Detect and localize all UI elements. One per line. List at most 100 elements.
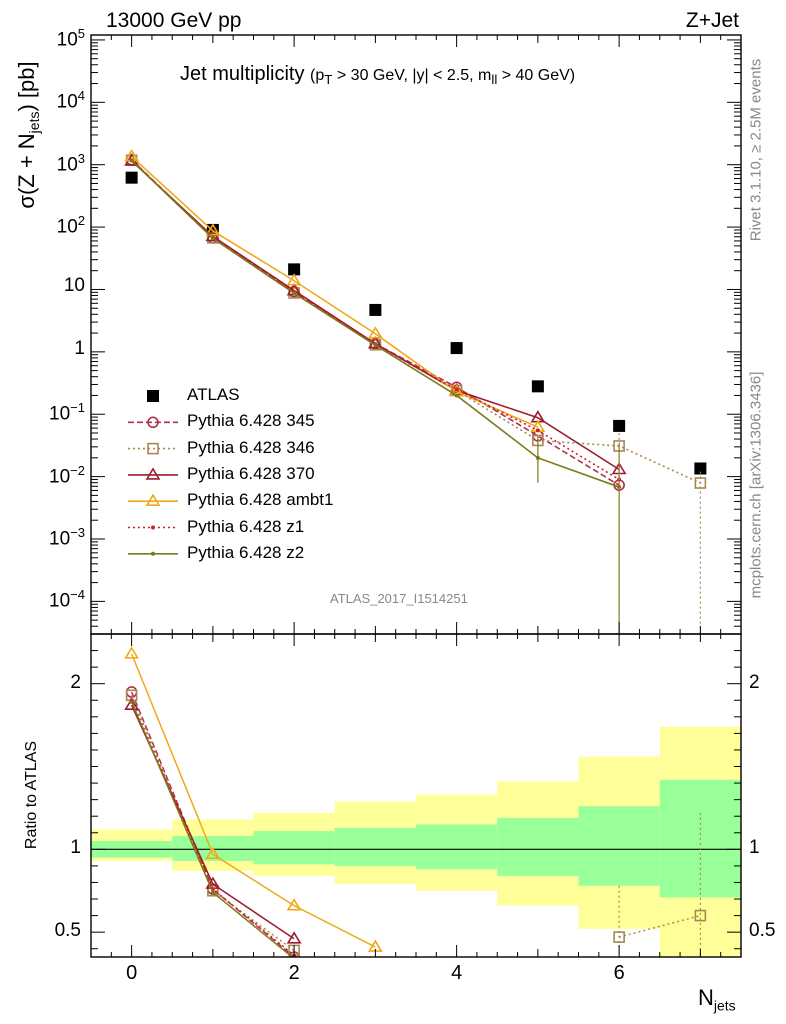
ratio-point	[129, 699, 134, 704]
tick-label: 105	[56, 25, 85, 51]
tick-label: 10−2	[49, 462, 85, 487]
axis-ticks	[90, 35, 742, 957]
tick-label: 10−4	[49, 587, 85, 612]
series-pythia-6-428-z1	[129, 158, 622, 482]
legend-marker	[147, 416, 159, 429]
data-point	[210, 236, 215, 241]
tick-label: 2	[70, 671, 81, 693]
ratio-point	[286, 931, 302, 944]
legend-entry-atlas	[147, 390, 159, 402]
ratio-line	[130, 653, 376, 948]
legend-marker	[147, 442, 159, 455]
tick-label: 104	[56, 88, 85, 113]
tick-label: 0	[126, 962, 138, 984]
legend-label: Pythia 6.428 346	[187, 437, 315, 457]
data-point	[373, 343, 378, 348]
data-point	[288, 263, 301, 276]
y-axis-label-main: σ(Z + Njets) [pb]	[13, 61, 43, 209]
legend-entry-pythia-6-428-346	[128, 442, 178, 455]
tick-label: 4	[451, 962, 463, 984]
legend-label: Pythia 6.428 345	[187, 411, 315, 431]
data-point	[292, 291, 297, 296]
data-point	[367, 326, 383, 339]
legend-label: Pythia 6.428 z1	[187, 516, 305, 536]
legend	[128, 390, 178, 556]
ratio-line	[618, 914, 701, 938]
tick-label: 10−1	[49, 400, 85, 425]
ratio-point	[124, 697, 140, 711]
chart-subtitle: (pT > 30 GeV, |y| < 2.5, mll > 40 GeV)	[310, 67, 576, 88]
legend-entry-pythia-6-428-z2	[128, 551, 178, 556]
tick-label: 0.5	[54, 920, 81, 942]
series-line	[131, 159, 701, 484]
legend-entry-pythia-6-428-z1	[128, 525, 178, 530]
data-point	[613, 419, 626, 432]
rivet-label: Rivet 3.1.10, ≥ 2.5M events	[747, 58, 765, 242]
ratio-point	[694, 909, 707, 922]
tick-label: 1	[749, 837, 760, 859]
analysis-watermark: ATLAS_2017_I1514251	[330, 591, 468, 606]
stat-band-bin-3	[334, 827, 416, 866]
stat-band-bin-6	[578, 806, 660, 886]
legend-entry-pythia-6-428-345	[128, 416, 178, 429]
legend-marker	[145, 493, 161, 507]
ratio-series-pythia-6-428-ambt1	[124, 646, 383, 952]
ratio-line	[130, 691, 295, 957]
x-axis-label: Njets	[698, 985, 736, 1014]
tick-label: 6	[613, 962, 625, 984]
tick-label: 2	[288, 962, 300, 984]
tick-label: 102	[56, 213, 85, 238]
data-point	[535, 428, 540, 433]
ratio-uncertainty-bands	[91, 726, 741, 957]
data-point	[454, 393, 459, 398]
ratio-point	[205, 846, 221, 860]
chart-title: Jet multiplicity (pT > 30 GeV, |y| < 2.5…	[180, 63, 575, 87]
legend-marker	[151, 525, 155, 530]
data-point	[205, 223, 221, 236]
ratio-point	[286, 898, 302, 911]
chart-title-text: Jet multiplicity	[180, 63, 305, 85]
header-right: Z+Jet	[685, 9, 739, 32]
main-series-clipped	[124, 149, 707, 634]
data-point	[531, 380, 544, 393]
tick-label: 10	[63, 275, 85, 297]
stat-band-bin-5	[497, 817, 579, 876]
data-point	[286, 273, 302, 286]
tick-label: 10−3	[49, 524, 85, 550]
data-point	[694, 462, 707, 475]
tick-label: 0.5	[749, 920, 776, 942]
data-point	[450, 342, 463, 355]
main-series	[124, 149, 707, 634]
data-point	[129, 158, 134, 163]
legend-label: Pythia 6.428 ambt1	[187, 490, 334, 510]
y-axis-label-ratio: Ratio to ATLAS	[23, 740, 40, 850]
stat-band-bin-2	[253, 831, 335, 865]
stat-band-bin-4	[416, 824, 498, 870]
legend-entry-pythia-6-428-370	[128, 467, 178, 480]
tick-label: 2	[749, 671, 760, 693]
ratio-point	[210, 890, 215, 895]
legend-marker	[145, 467, 161, 480]
data-point	[369, 303, 382, 316]
series-line	[131, 159, 620, 481]
tick-label: 103	[56, 150, 85, 176]
mcplots-label: mcplots.cern.ch [arXiv:1306.3436]	[747, 371, 765, 599]
series-line	[131, 159, 620, 486]
ratio-series-clipped	[124, 646, 707, 957]
legend-label: ATLAS	[187, 385, 240, 404]
series-line	[131, 155, 539, 428]
ratio-point	[124, 646, 140, 659]
tick-label: 1	[74, 337, 85, 359]
legend-entry-pythia-6-428-ambt1	[128, 493, 178, 507]
ratio-series	[124, 646, 707, 957]
legend-marker	[147, 390, 159, 402]
legend-marker	[151, 551, 155, 556]
legend-label: Pythia 6.428 z2	[187, 542, 305, 562]
data-point	[125, 171, 138, 184]
ratio-series-pythia-6-428-z2	[129, 699, 296, 957]
tick-label: 1	[70, 837, 81, 859]
ratio-point	[207, 884, 219, 897]
header-left: 13000 GeV pp	[106, 9, 242, 32]
legend-label: Pythia 6.428 370	[187, 463, 315, 483]
